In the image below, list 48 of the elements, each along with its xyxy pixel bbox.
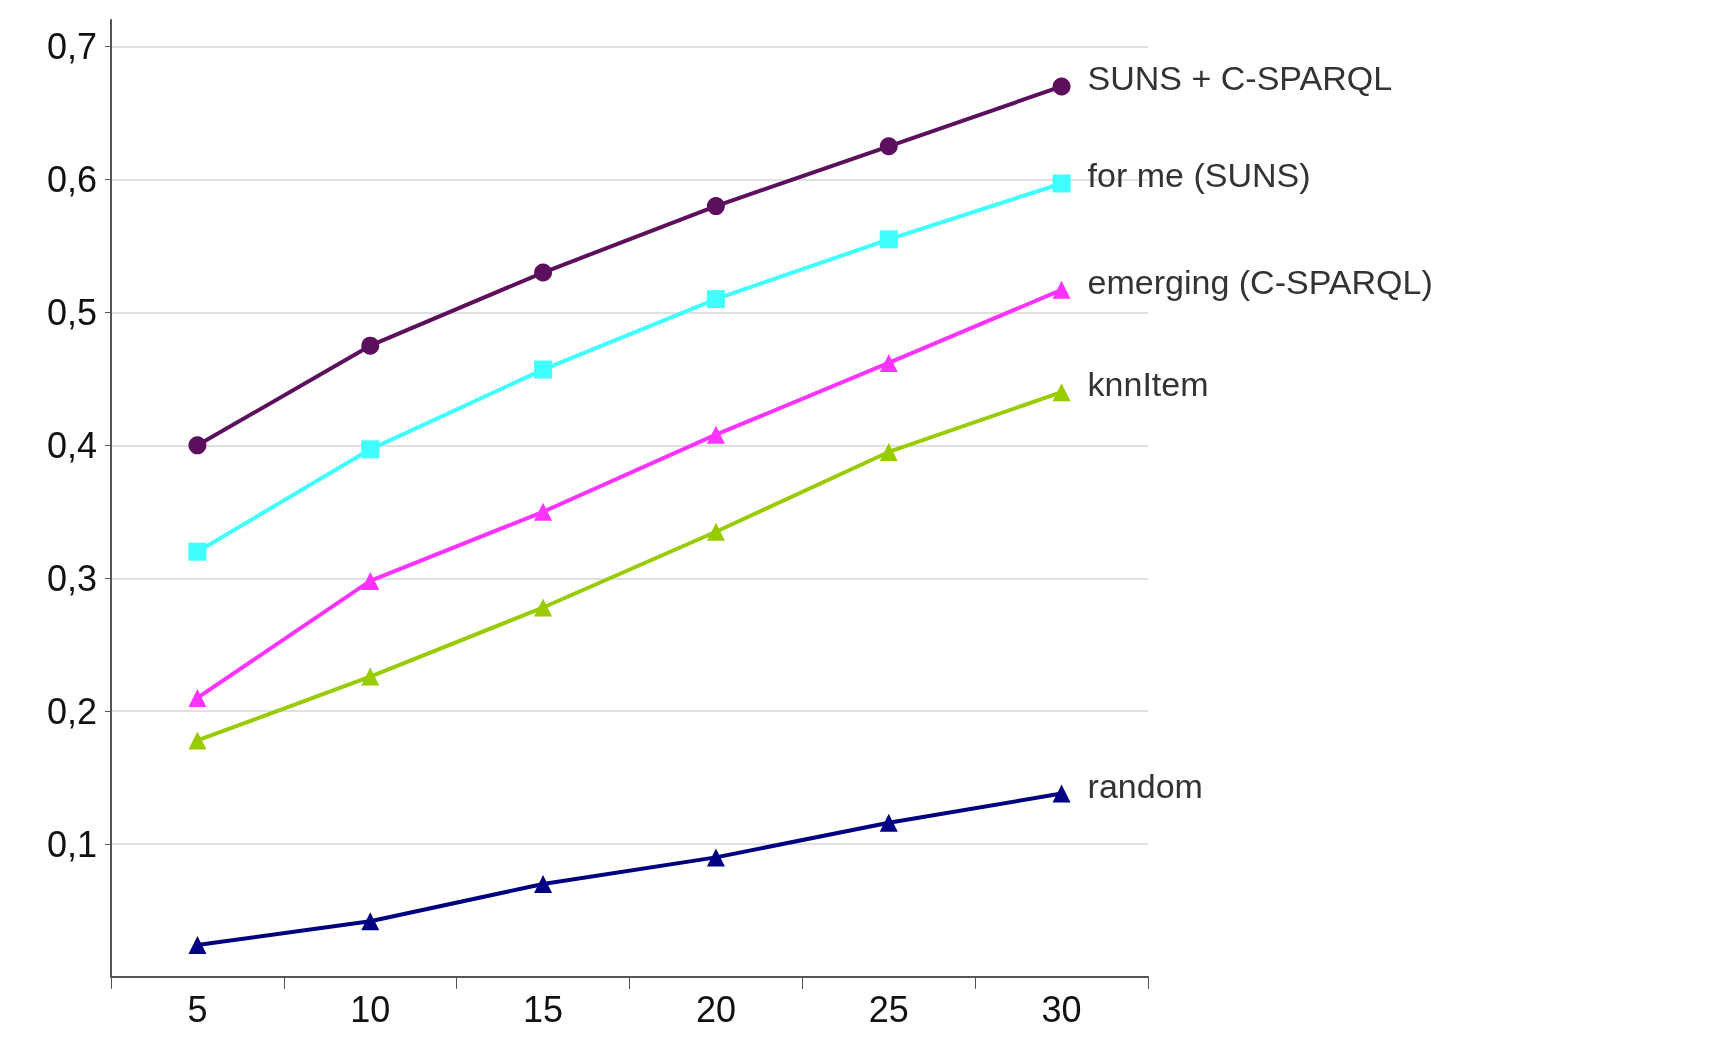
point bbox=[706, 197, 725, 216]
point bbox=[534, 874, 553, 893]
x-tick-label: 30 bbox=[1041, 988, 1082, 1030]
point bbox=[534, 263, 553, 282]
point bbox=[879, 137, 898, 156]
point bbox=[534, 360, 553, 379]
point bbox=[879, 353, 898, 372]
x-tick-label: 15 bbox=[523, 988, 564, 1030]
point bbox=[534, 502, 553, 521]
y-tick-label: 0,2 bbox=[46, 690, 97, 732]
point bbox=[879, 813, 898, 832]
x-tick-label: 5 bbox=[187, 988, 208, 1030]
point bbox=[706, 290, 725, 309]
point bbox=[361, 571, 380, 590]
x-tick-label: 10 bbox=[350, 988, 391, 1030]
point bbox=[1052, 77, 1071, 96]
point bbox=[706, 425, 725, 444]
point bbox=[361, 336, 380, 355]
point bbox=[361, 440, 380, 459]
y-tick-label: 0,3 bbox=[46, 557, 97, 599]
point bbox=[361, 912, 380, 931]
y-tick-label: 0,1 bbox=[46, 823, 97, 865]
x-tick-label: 25 bbox=[868, 988, 909, 1030]
point bbox=[188, 436, 207, 455]
point bbox=[879, 230, 898, 249]
point bbox=[706, 522, 725, 541]
point bbox=[188, 688, 207, 707]
point bbox=[1052, 784, 1071, 803]
x-tick-label: 20 bbox=[695, 988, 736, 1030]
y-tick-label: 0,4 bbox=[46, 424, 97, 466]
point bbox=[879, 442, 898, 461]
y-tick-label: 0,5 bbox=[46, 291, 97, 333]
point bbox=[188, 936, 207, 955]
point bbox=[534, 598, 553, 617]
point bbox=[1052, 383, 1071, 402]
point bbox=[188, 542, 207, 561]
point bbox=[1052, 280, 1071, 299]
series-label: knnItem bbox=[1087, 365, 1209, 404]
point bbox=[1052, 174, 1071, 193]
series-label: for me (SUNS) bbox=[1087, 156, 1311, 195]
series-label: random bbox=[1087, 766, 1203, 805]
series-label: SUNS + C-SPARQL bbox=[1087, 59, 1393, 98]
point bbox=[188, 731, 207, 750]
y-tick-label: 0,6 bbox=[46, 159, 97, 200]
point bbox=[361, 667, 380, 686]
point bbox=[706, 848, 725, 867]
series-label: emerging (C-SPARQL) bbox=[1087, 262, 1433, 301]
y-tick-label: 0,7 bbox=[46, 26, 97, 68]
